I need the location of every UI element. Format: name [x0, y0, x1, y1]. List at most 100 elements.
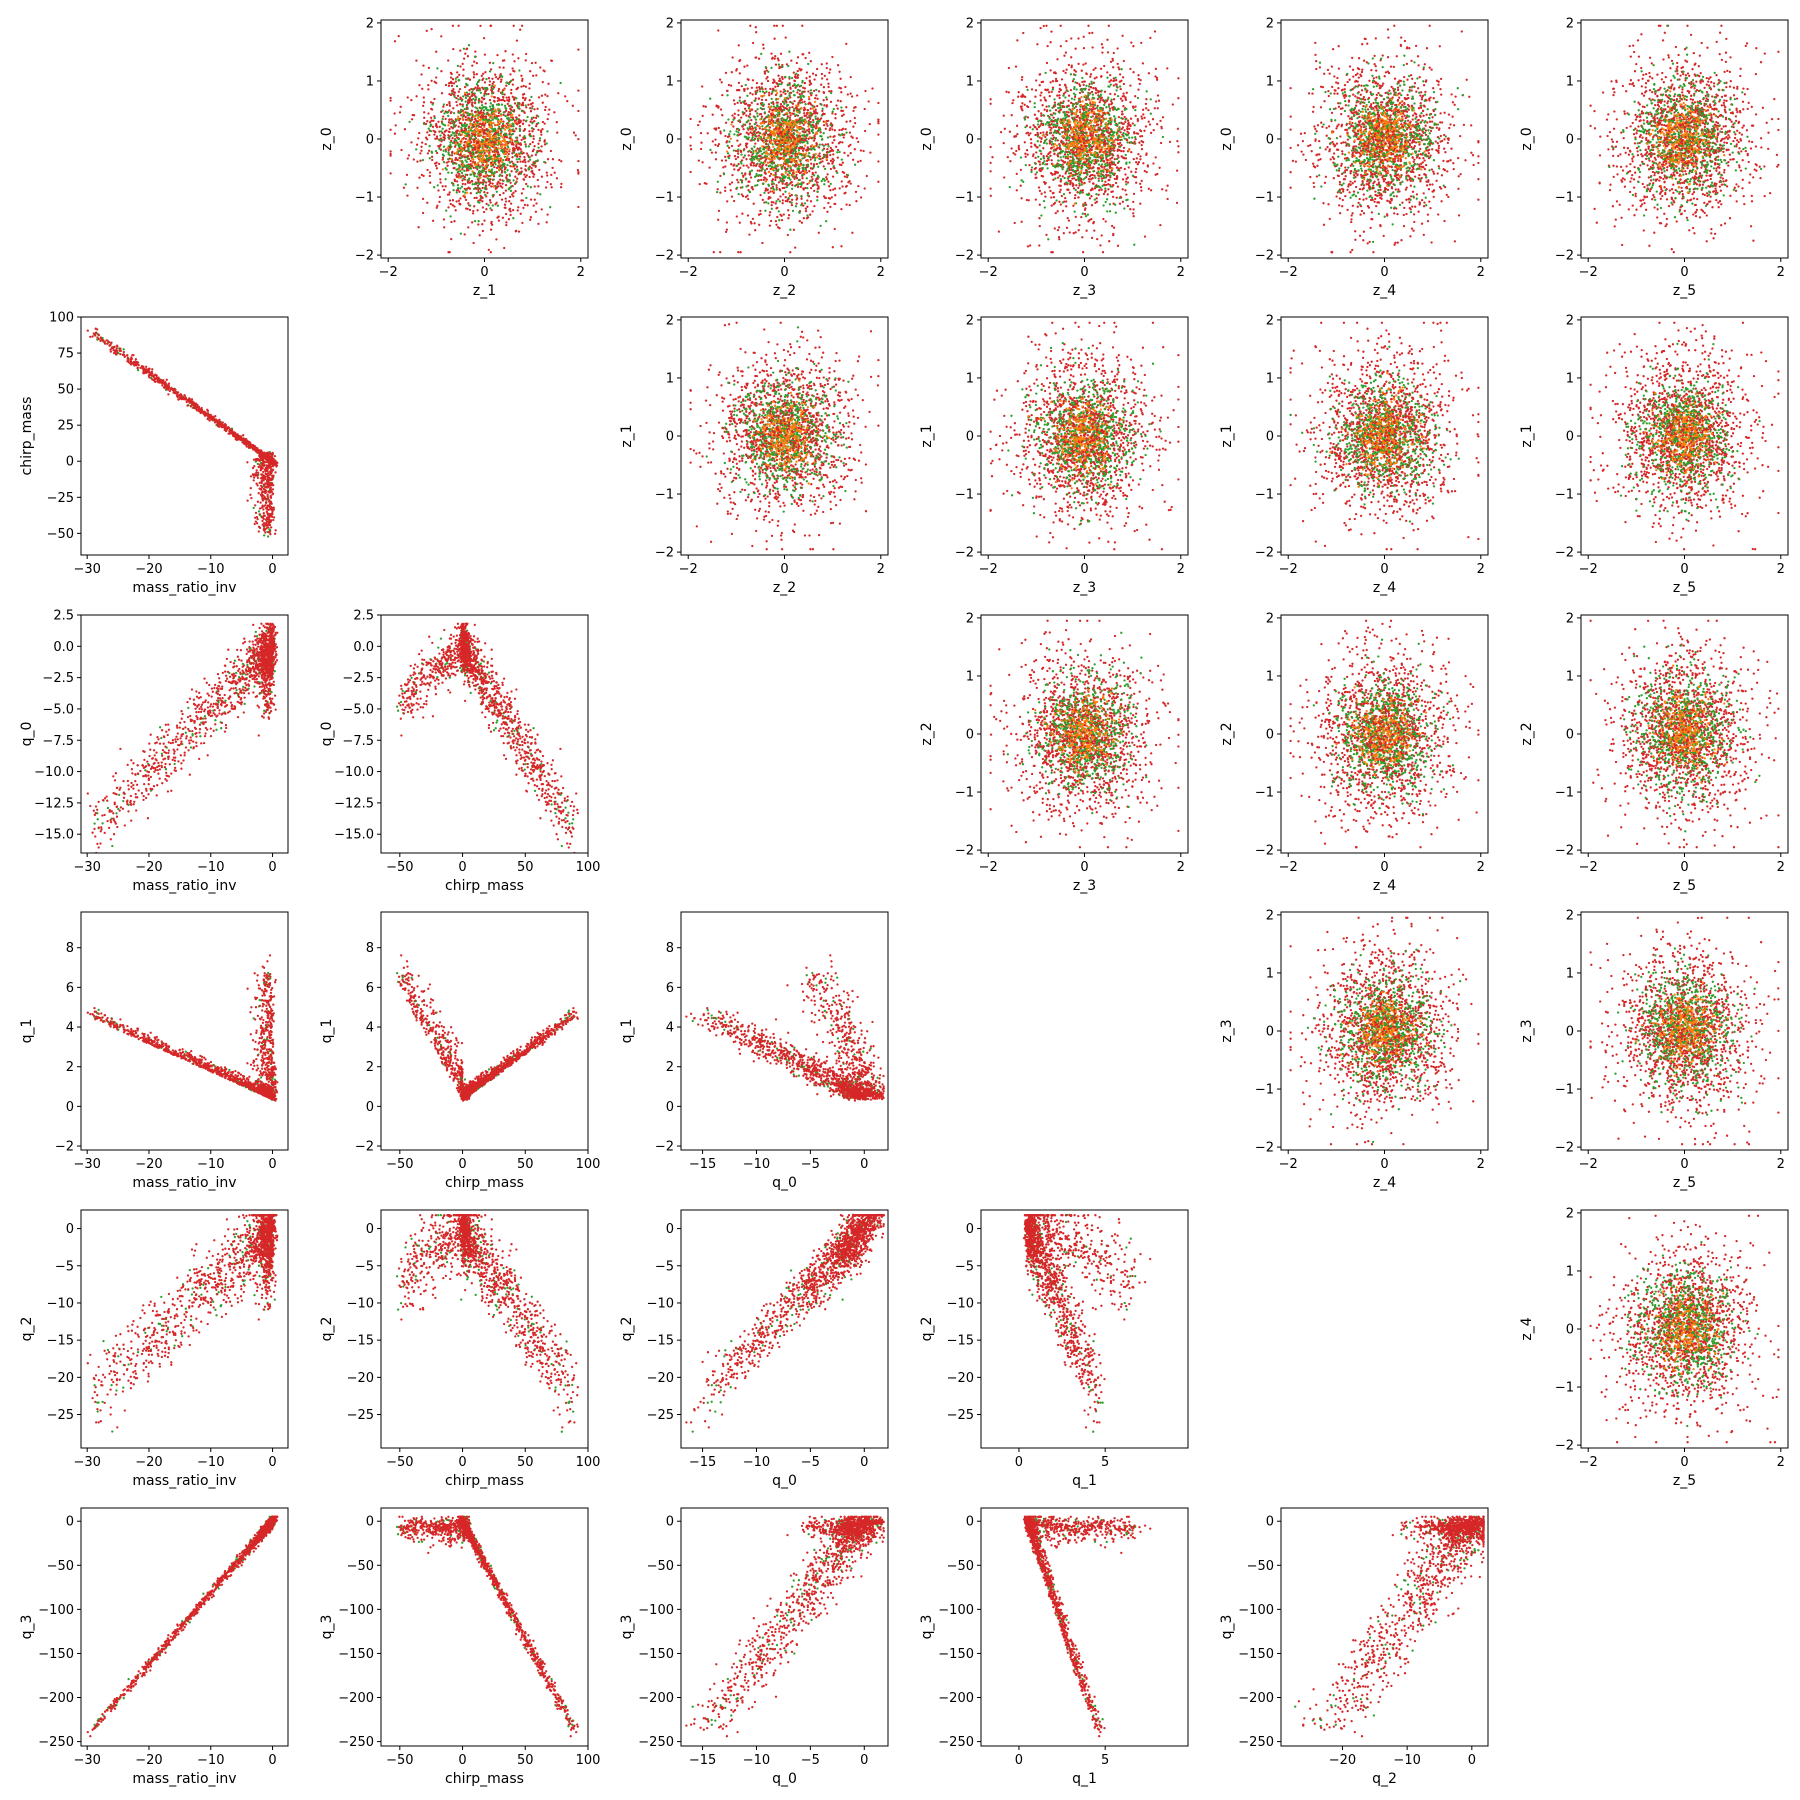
scatter-point — [501, 136, 504, 139]
scatter-point — [447, 84, 451, 88]
scatter-point — [769, 219, 773, 223]
scatter-point — [1026, 245, 1030, 248]
scatter-point — [489, 251, 492, 254]
scatter-point — [808, 136, 812, 139]
scatter-point — [829, 205, 832, 209]
scatter-point — [481, 78, 484, 82]
scatter-point — [481, 183, 485, 186]
scatter-point — [506, 99, 509, 102]
scatter-point — [510, 138, 514, 141]
scatter-point — [472, 125, 475, 128]
scatter-point — [499, 185, 502, 188]
scatter-point — [438, 130, 441, 133]
scatter-point — [1056, 176, 1060, 179]
scatter-point — [711, 140, 714, 143]
scatter-point — [761, 133, 764, 136]
scatter-point — [796, 91, 799, 94]
x-tick-label: 0 — [780, 265, 788, 280]
scatter-point — [836, 64, 840, 67]
scatter-point — [501, 186, 504, 189]
scatter-point — [813, 189, 816, 193]
scatter-point — [500, 158, 503, 161]
scatter-point — [455, 200, 458, 203]
scatter-point — [826, 148, 829, 151]
scatter-point — [773, 115, 776, 118]
scatter-point — [464, 125, 467, 129]
scatter-point — [546, 130, 549, 133]
scatter-point — [430, 107, 433, 111]
scatter-point — [1050, 196, 1053, 199]
scatter-point — [774, 106, 777, 109]
scatter-point — [488, 180, 491, 183]
scatter-point — [759, 193, 762, 197]
scatter-point — [753, 145, 756, 148]
scatter-point — [437, 189, 440, 192]
scatter-point — [746, 127, 749, 130]
scatter-point — [848, 131, 852, 134]
scatter-point — [778, 219, 781, 222]
scatter-point — [466, 187, 469, 190]
scatter-point — [484, 89, 487, 93]
scatter-point — [825, 178, 829, 181]
scatter-point — [504, 146, 507, 150]
scatter-point — [769, 129, 772, 133]
scatter-point — [802, 188, 805, 191]
scatter-point — [482, 139, 485, 142]
scatter-point — [761, 120, 765, 123]
scatter-point — [720, 159, 724, 162]
scatter-point — [826, 143, 830, 146]
scatter-point — [553, 171, 556, 174]
scatter-point — [790, 146, 794, 149]
scatter-point — [759, 112, 763, 116]
scatter-point — [522, 178, 525, 181]
scatter-point — [477, 101, 480, 104]
scatter-point — [764, 209, 767, 212]
scatter-point — [503, 144, 507, 147]
scatter-point — [451, 162, 455, 165]
scatter-point — [798, 95, 802, 99]
scatter-point — [819, 128, 822, 131]
scatter-point — [1057, 226, 1061, 229]
scatter-point — [532, 135, 535, 138]
scatter-point — [741, 111, 744, 114]
scatter-point — [464, 52, 467, 55]
scatter-point — [801, 90, 804, 93]
scatter-point — [516, 155, 519, 158]
scatter-point — [750, 101, 753, 104]
scatter-point — [792, 90, 795, 93]
scatter-point — [506, 180, 509, 183]
scatter-point — [840, 114, 844, 118]
scatter-point — [518, 134, 522, 137]
scatter-point — [492, 128, 495, 131]
scatter-point — [1045, 159, 1049, 163]
scatter-point — [763, 91, 766, 95]
scatter-point — [838, 86, 841, 89]
scatter-point — [807, 112, 811, 115]
scatter-point — [1130, 41, 1133, 44]
scatter-point — [478, 141, 482, 145]
scatter-point — [765, 151, 768, 154]
scatter-point — [535, 124, 538, 128]
scatter-point — [787, 161, 790, 164]
scatter-point — [778, 148, 781, 151]
scatter-point — [816, 174, 820, 178]
scatter-point — [496, 216, 499, 219]
scatter-point — [709, 148, 712, 152]
scatter-point — [453, 145, 457, 148]
scatter-point — [748, 108, 752, 111]
scatter-point — [801, 121, 804, 125]
scatter-point — [799, 185, 803, 189]
scatter-point — [748, 110, 752, 113]
scatter-point — [485, 157, 489, 160]
scatter-point — [767, 191, 770, 194]
scatter-point — [831, 110, 834, 113]
scatter-point — [498, 193, 502, 197]
scatter-point — [724, 186, 727, 189]
scatter-point — [781, 167, 784, 170]
scatter-point — [758, 136, 761, 140]
scatter-point — [442, 145, 446, 148]
scatter-point — [806, 199, 809, 202]
y-tick-label: −1 — [655, 191, 674, 206]
scatter-point — [801, 24, 804, 27]
scatter-point — [458, 73, 461, 77]
